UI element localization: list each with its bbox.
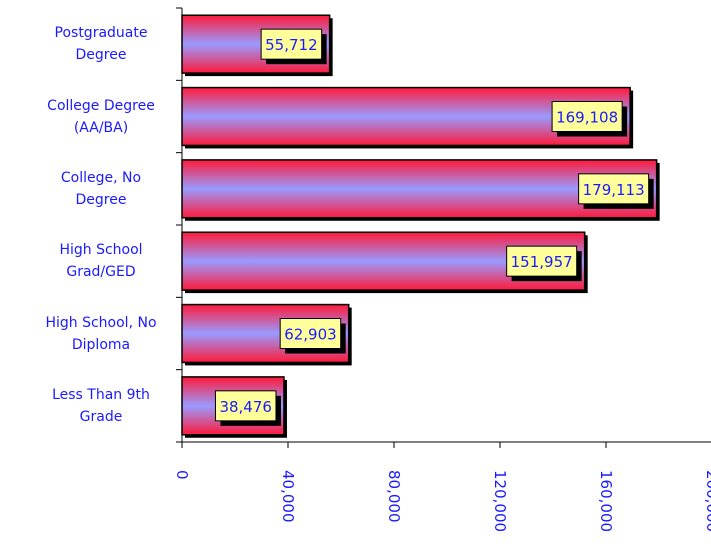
category-label: Postgraduate Degree: [54, 25, 148, 64]
value-label: 169,108: [556, 109, 618, 127]
value-label-box: [506, 245, 578, 277]
category-label: College Degree (AA/BA): [47, 97, 155, 136]
value-label: 151,957: [511, 253, 573, 271]
value-label: 38,476: [219, 398, 272, 416]
category-label: High School, No Diploma: [45, 314, 157, 353]
value-label: 55,712: [265, 36, 318, 54]
x-tick-label: 40,000: [279, 470, 297, 523]
value-label: 179,113: [583, 181, 645, 199]
x-tick-label: 120,000: [491, 470, 509, 532]
value-label-box: [279, 318, 342, 349]
x-tick-label: 200,000: [703, 470, 711, 532]
value-label: 62,903: [284, 326, 337, 344]
x-tick-label: 160,000: [597, 470, 615, 532]
category-label: High School Grad/GED: [59, 242, 143, 281]
value-label-box: [260, 28, 323, 60]
category-label: College, No Degree: [60, 169, 142, 208]
x-tick-label: 80,000: [385, 470, 403, 523]
value-label-box: [214, 390, 277, 422]
value-label-box: [578, 173, 650, 205]
category-label: Less Than 9th Grade: [52, 386, 150, 425]
x-tick-label: 0: [173, 470, 191, 480]
value-label-box: [551, 101, 623, 132]
